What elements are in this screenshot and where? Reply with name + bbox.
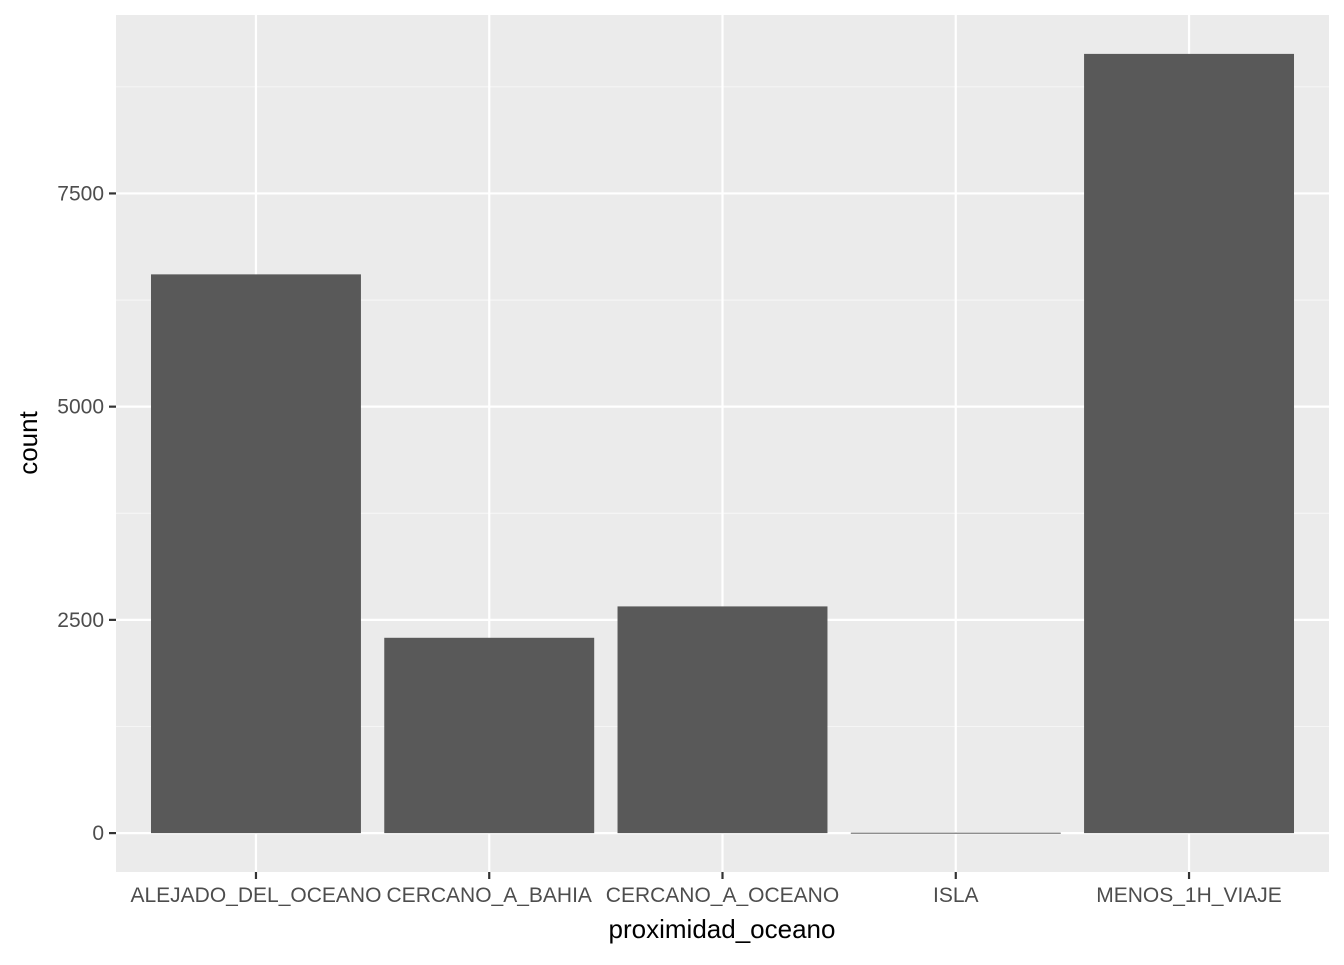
x-axis-title: proximidad_oceano [609,914,836,944]
bars [150,53,1295,834]
y-axis: 0 2500 5000 7500 [57,182,116,845]
x-axis: ALEJADO_DEL_OCEANO CERCANO_A_BAHIA CERCANO… [130,872,1282,907]
bar [850,832,1061,834]
bar [617,606,828,834]
y-axis-title: count [13,410,43,474]
y-tick-label: 0 [92,822,104,845]
x-tick-label: ISLA [933,884,979,907]
x-tick-label: ALEJADO_DEL_OCEANO [130,884,381,907]
y-tick-label: 7500 [57,182,104,205]
x-tick-label: CERCANO_A_BAHIA [387,884,592,907]
y-tick-label: 2500 [57,609,104,632]
bar [1084,53,1295,834]
x-tick-label: CERCANO_A_OCEANO [606,884,839,907]
y-tick-label: 5000 [57,396,104,419]
bar [384,637,595,834]
bar [150,274,361,834]
x-tick-label: MENOS_1H_VIAJE [1096,884,1282,907]
